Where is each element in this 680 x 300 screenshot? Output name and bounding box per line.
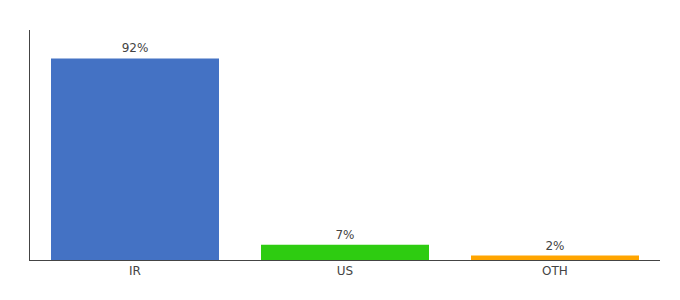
svg-text:2%: 2% — [545, 239, 564, 253]
svg-text:US: US — [337, 264, 353, 278]
svg-text:OTH: OTH — [542, 264, 568, 278]
svg-text:92%: 92% — [122, 41, 149, 55]
svg-text:IR: IR — [129, 264, 141, 278]
svg-text:7%: 7% — [335, 228, 354, 242]
